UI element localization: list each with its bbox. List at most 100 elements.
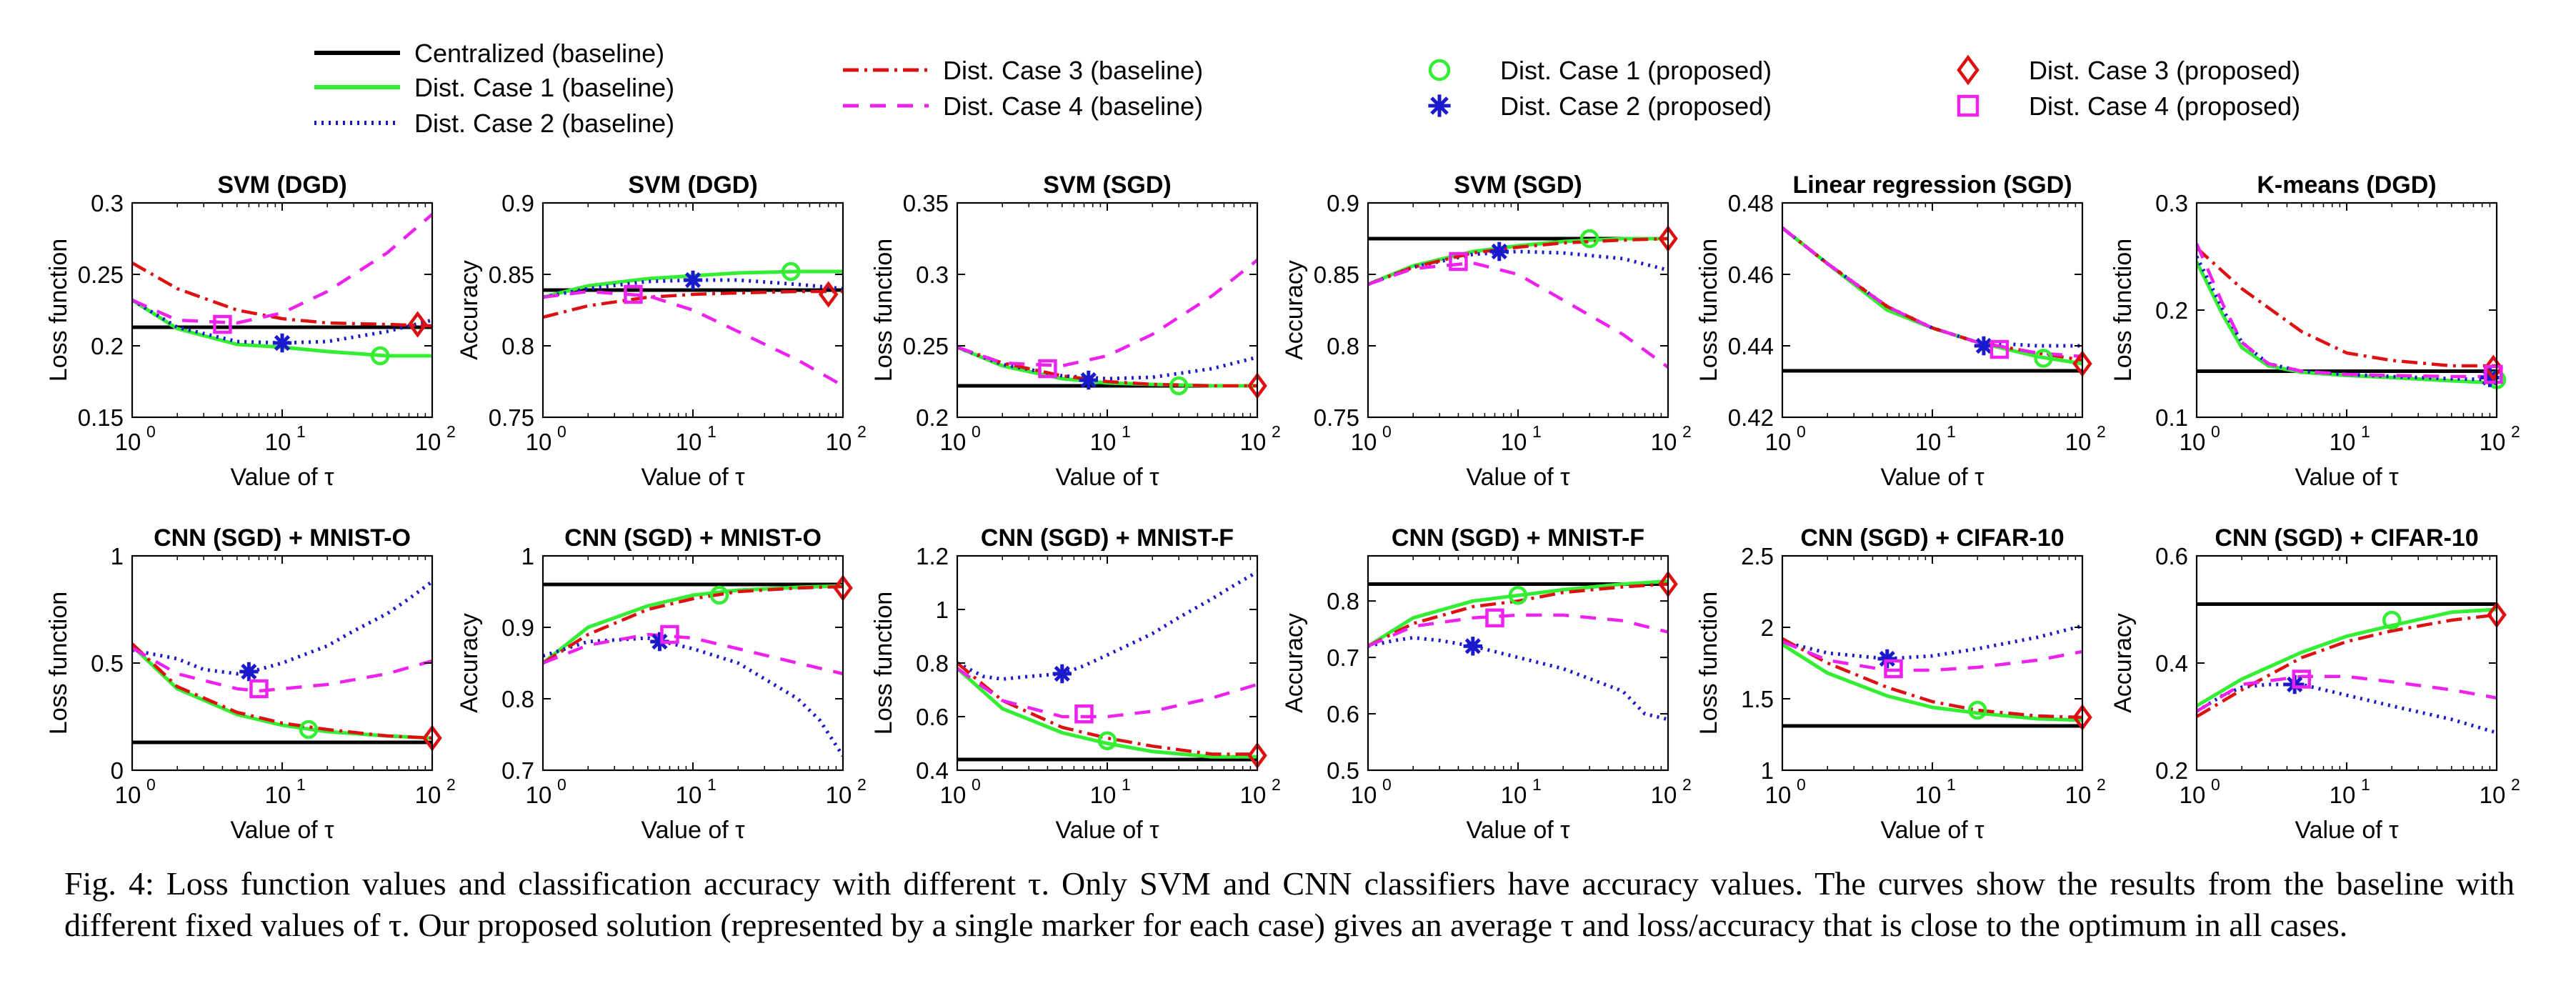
x-axis-label: Value of τ [1466, 817, 1570, 844]
series-line-case-3 [2197, 613, 2497, 718]
x-tick-label-exponent: 2 [446, 775, 456, 794]
x-tick-label-exponent: 0 [972, 422, 981, 441]
x-axis-label: Value of τ [230, 464, 334, 491]
legend-label: Dist. Case 3 (proposed) [2029, 56, 2300, 85]
plot-area [132, 579, 432, 744]
x-tick-label: 10 [265, 782, 291, 808]
x-tick-label: 10 [1651, 429, 1677, 455]
x-tick-label: 10 [826, 429, 852, 455]
x-tick-label: 10 [826, 782, 852, 808]
x-tick-label: 10 [526, 429, 552, 455]
y-tick-label: 0.35 [903, 190, 949, 216]
legend-entry: Dist. Case 1 (baseline) [314, 73, 674, 102]
x-axis-label: Value of τ [1055, 464, 1159, 491]
proposed-marker-case-4 [660, 624, 679, 644]
series-line-case-1 [2197, 607, 2497, 708]
series-line-case-2 [1368, 636, 1668, 722]
x-tick-label-exponent: 2 [2097, 422, 2106, 441]
proposed-marker-case-1 [709, 585, 729, 605]
x-tick-label: 10 [2330, 782, 2356, 808]
legend-marker [1957, 94, 1980, 117]
x-tick-label: 10 [1501, 782, 1527, 808]
legend: Centralized (baseline) Dist. Case 1 (base… [314, 39, 2300, 138]
chart-title: CNN (SGD) + MNIST-F [1392, 524, 1644, 552]
x-tick-label-exponent: 2 [446, 422, 456, 441]
plot-area [543, 582, 843, 757]
chart-title: Linear regression (SGD) [1792, 171, 2072, 199]
y-tick-label: 2.5 [1741, 543, 1774, 569]
x-tick-label-exponent: 0 [2211, 422, 2220, 441]
y-tick-label: 0.8 [1327, 333, 1359, 359]
chart-panel: 10 0 10 1 10 2 0.4 0.6 0.8 1 1.2 CNN (SGD) + MNIST-… [870, 524, 1281, 844]
series-line-case-3 [132, 642, 432, 740]
y-tick-label: 0.9 [501, 190, 534, 216]
y-tick-label: 0.75 [489, 404, 534, 431]
x-tick-label-exponent: 0 [2211, 775, 2220, 794]
x-tick-label-exponent: 0 [1797, 775, 1806, 794]
proposed-marker-case-4 [1990, 339, 2010, 359]
x-tick-label-exponent: 1 [1532, 422, 1542, 441]
y-tick-label: 2 [1761, 614, 1774, 641]
y-tick-label: 0.85 [489, 262, 534, 288]
figure-caption: Fig. 4: Loss function values and classif… [64, 865, 2515, 943]
proposed-marker-case-1 [1967, 700, 1987, 720]
plot-area [2197, 602, 2497, 734]
x-tick-label-exponent: 0 [146, 775, 156, 794]
series-line-case-1 [957, 667, 1257, 759]
x-tick-label: 10 [1351, 429, 1377, 455]
chart-panel: 10 0 10 1 10 2 0.75 0.8 0.85 0.9 SVM (DGD) Value of… [456, 171, 867, 491]
x-tick-label-exponent: 2 [1272, 775, 1281, 794]
x-tick-label-exponent: 0 [972, 775, 981, 794]
y-tick-label: 0.44 [1728, 333, 1774, 359]
series-line-case-4 [1782, 639, 2082, 672]
x-tick-label: 10 [1915, 782, 1942, 808]
y-tick-label: 0.9 [1327, 190, 1359, 216]
x-axis-label: Value of τ [641, 464, 745, 491]
proposed-marker-case-2 [1489, 241, 1509, 262]
y-tick-label: 0.8 [501, 333, 534, 359]
chart-title: CNN (SGD) + MNIST-O [154, 524, 411, 552]
plot-area [1782, 226, 2082, 373]
y-axis-label: Loss function [870, 239, 897, 382]
axes-box [2195, 554, 2498, 772]
x-axis-label: Value of τ [2295, 817, 2399, 844]
x-tick-label: 10 [1915, 429, 1942, 455]
axes-box [1781, 201, 2084, 419]
y-tick-label: 0.9 [501, 614, 534, 641]
y-tick-label: 0.46 [1728, 262, 1774, 288]
x-tick-label: 10 [1090, 429, 1117, 455]
y-tick-label: 0.8 [916, 650, 949, 677]
series-line-case-4 [957, 259, 1257, 368]
x-tick-label-exponent: 0 [146, 422, 156, 441]
y-tick-label: 0.6 [916, 704, 949, 730]
proposed-marker-case-2 [2480, 368, 2500, 387]
x-tick-label: 10 [526, 782, 552, 808]
y-tick-label: 0.25 [903, 333, 949, 359]
proposed-marker-case-2 [683, 270, 703, 290]
chart-title: CNN (SGD) + MNIST-F [981, 524, 1234, 552]
series-line-case-4 [2197, 243, 2497, 379]
legend-marker [1428, 59, 1451, 81]
y-tick-label: 0.85 [1314, 262, 1359, 288]
x-tick-label-exponent: 1 [296, 775, 306, 794]
y-tick-label: 0.2 [2155, 297, 2188, 324]
x-tick-label-exponent: 2 [1682, 422, 1692, 441]
legend-label: Dist. Case 4 (baseline) [943, 91, 1203, 121]
series-line-case-1 [1368, 236, 1668, 287]
series-line-case-4 [957, 667, 1257, 719]
series-line-case-3 [957, 345, 1257, 388]
y-tick-label: 0.7 [501, 757, 534, 784]
y-axis-label: Loss function [45, 592, 72, 734]
y-tick-label: 0.48 [1728, 190, 1774, 216]
chart-title: SVM (SGD) [1454, 171, 1582, 199]
y-axis-label: Accuracy [1281, 260, 1308, 360]
x-tick-label-exponent: 0 [557, 422, 566, 441]
legend-label: Dist. Case 4 (proposed) [2029, 91, 2300, 121]
y-axis-label: Accuracy [2110, 613, 2137, 713]
proposed-marker-case-1 [1579, 229, 1599, 249]
x-tick-label: 10 [676, 429, 702, 455]
series-line-case-1 [1368, 579, 1668, 648]
proposed-marker-case-1 [299, 719, 319, 739]
series-line-case-2 [957, 345, 1257, 381]
series-line-case-2 [132, 579, 432, 676]
